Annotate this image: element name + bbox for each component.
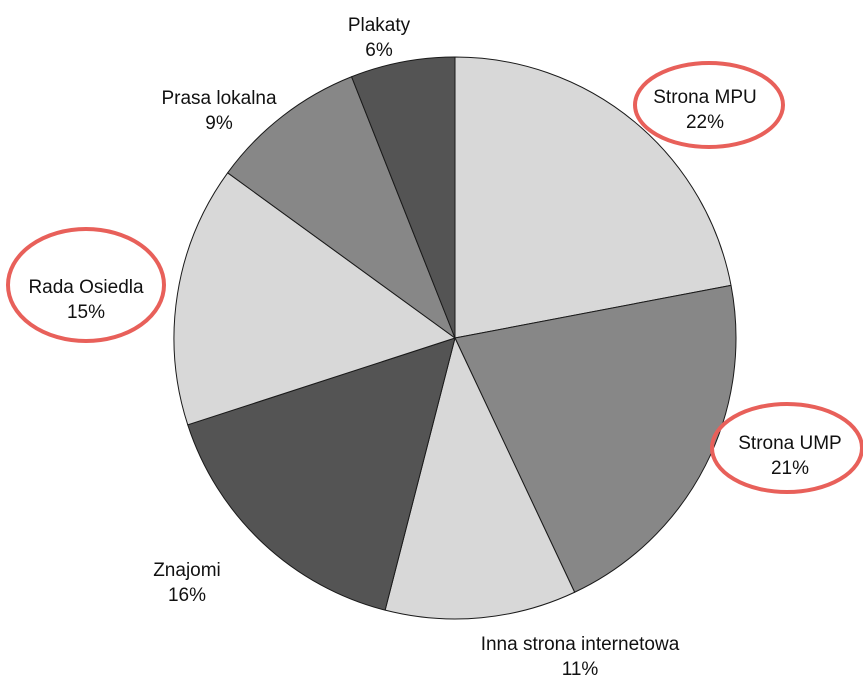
labels-layer: Strona MPU 22% Strona UMP 21% Inna strona in…	[28, 15, 841, 680]
slice-value-plakaty: 6%	[365, 40, 393, 61]
slice-value-inna-strona-internetowa: 11%	[562, 659, 599, 680]
slice-label-inna-strona-internetowa: Inna strona internetowa	[481, 634, 680, 655]
slice-label-strona-ump: Strona UMP	[738, 433, 841, 454]
slice-value-strona-ump: 21%	[771, 458, 809, 479]
highlights-layer	[6, 61, 863, 494]
highlight-ring-strona-mpu	[633, 61, 785, 149]
highlight-ring-rada-osiedla	[6, 227, 166, 343]
slice-value-rada-osiedla: 15%	[67, 302, 105, 323]
slice-label-prasa-lokalna: Prasa lokalna	[161, 88, 277, 109]
pie-slice-strona-mpu	[454, 56, 732, 339]
slice-value-strona-mpu: 22%	[686, 112, 724, 133]
highlight-ring-strona-ump	[710, 402, 863, 494]
pie-slice-inna-strona-internetowa	[384, 337, 576, 620]
pie-slice-prasa-lokalna	[227, 76, 456, 339]
slice-label-strona-mpu: Strona MPU	[653, 87, 756, 108]
slice-value-prasa-lokalna: 9%	[205, 113, 233, 134]
pie-slice-znajomi	[187, 337, 456, 611]
slice-label-rada-osiedla: Rada Osiedla	[28, 277, 144, 298]
slices-layer	[173, 56, 737, 620]
slice-value-znajomi: 16%	[168, 585, 206, 606]
slice-label-znajomi: Znajomi	[153, 560, 221, 581]
pie-slice-rada-osiedla	[173, 172, 456, 426]
pie-slice-plakaty	[351, 56, 456, 339]
pie-slice-strona-ump	[454, 284, 737, 593]
slice-label-plakaty: Plakaty	[348, 15, 411, 36]
